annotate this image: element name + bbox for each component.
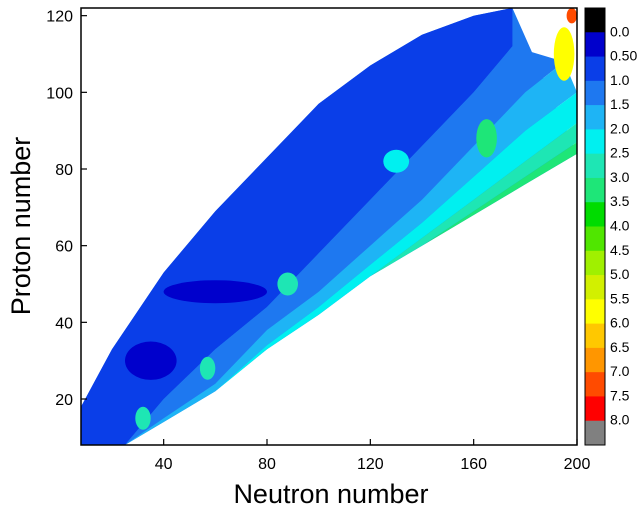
contour-band-4 <box>318 123 577 315</box>
x-tick-label: 200 <box>564 456 591 473</box>
contour-patch-5 <box>135 406 151 430</box>
colorbar-swatch <box>585 202 605 227</box>
colorbar-label: 6.0 <box>610 315 630 331</box>
colorbar-label: 0.50 <box>610 48 637 64</box>
colorbar-label: 7.0 <box>610 363 630 379</box>
colorbar-label: 1.5 <box>610 96 630 112</box>
contour-patch-1 <box>125 341 177 380</box>
colorbar-swatch <box>585 129 605 155</box>
colorbar: 0.0 0.50 1.0 1.5 2.0 2.5 3.0 3.5 4.0 4.5 5.0 5.5 6.0… <box>584 7 637 446</box>
contour-patch-0 <box>163 280 267 304</box>
x-tick-label: 80 <box>258 456 276 473</box>
colorbar-label: 4.5 <box>610 242 630 258</box>
colorbar-swatch <box>585 372 605 397</box>
colorbar-label: 3.0 <box>610 169 630 185</box>
contour-patch-7 <box>553 27 575 81</box>
plot-frame <box>80 7 578 446</box>
colorbar-label: 6.5 <box>610 339 630 355</box>
x-tick-label: 160 <box>460 456 487 473</box>
colorbar-label: 2.0 <box>610 120 630 136</box>
colorbar-swatch <box>585 32 605 58</box>
colorbar-swatch <box>585 153 605 179</box>
colorbar-swatch <box>585 420 605 446</box>
colorbar-label: 5.5 <box>610 290 630 306</box>
contour-patch-6 <box>476 119 497 158</box>
colorbar-swatch <box>585 323 605 349</box>
colorbar-label: 1.0 <box>610 72 630 88</box>
colorbar-swatch <box>585 8 605 33</box>
contour-band-5 <box>422 142 577 246</box>
colorbar-label: 7.5 <box>610 387 630 403</box>
contour-patch-8 <box>566 8 577 24</box>
colorbar-label: 5.0 <box>610 266 630 282</box>
y-tick-label: 100 <box>46 85 73 102</box>
colorbar-swatch <box>585 250 605 276</box>
colorbar-swatch <box>585 80 605 106</box>
contour-patch-2 <box>383 149 410 173</box>
colorbar-swatch <box>585 226 605 252</box>
colorbar-label: 4.0 <box>610 218 630 234</box>
colorbar-swatch <box>585 275 605 300</box>
y-tick-label: 20 <box>55 392 73 409</box>
colorbar-swatch <box>585 299 605 325</box>
y-tick-label: 40 <box>55 315 73 332</box>
y-axis: 20 40 60 80 100 120 <box>46 9 87 409</box>
colorbar-swatch <box>585 105 605 130</box>
y-tick-label: 120 <box>46 9 73 26</box>
y-tick-label: 80 <box>55 162 73 179</box>
y-axis-title: Proton number <box>6 137 36 316</box>
contour-band-3 <box>163 92 577 423</box>
x-tick-label: 40 <box>155 456 173 473</box>
contour-patch-3 <box>277 272 299 296</box>
colorbar-frame <box>584 7 606 446</box>
contour-patch-4 <box>199 356 216 380</box>
contour-band-1 <box>81 46 565 445</box>
colorbar-swatch <box>585 177 605 203</box>
y-tick-label: 60 <box>55 239 73 256</box>
contour-band-2 <box>124 61 577 445</box>
heatmap-region <box>81 8 577 445</box>
colorbar-swatch <box>585 56 605 82</box>
colorbar-label: 3.5 <box>610 193 630 209</box>
colorbar-label: 8.0 <box>610 412 630 428</box>
x-tick-label: 120 <box>357 456 384 473</box>
x-axis-title: Neutron number <box>233 479 428 509</box>
contour-band-0 <box>81 8 513 445</box>
colorbar-swatch <box>585 396 605 422</box>
x-axis: 40 80 120 160 200 <box>155 439 591 473</box>
colorbar-label: 2.5 <box>610 145 630 161</box>
colorbar-label: 0.0 <box>610 23 630 39</box>
colorbar-swatch <box>585 347 605 373</box>
